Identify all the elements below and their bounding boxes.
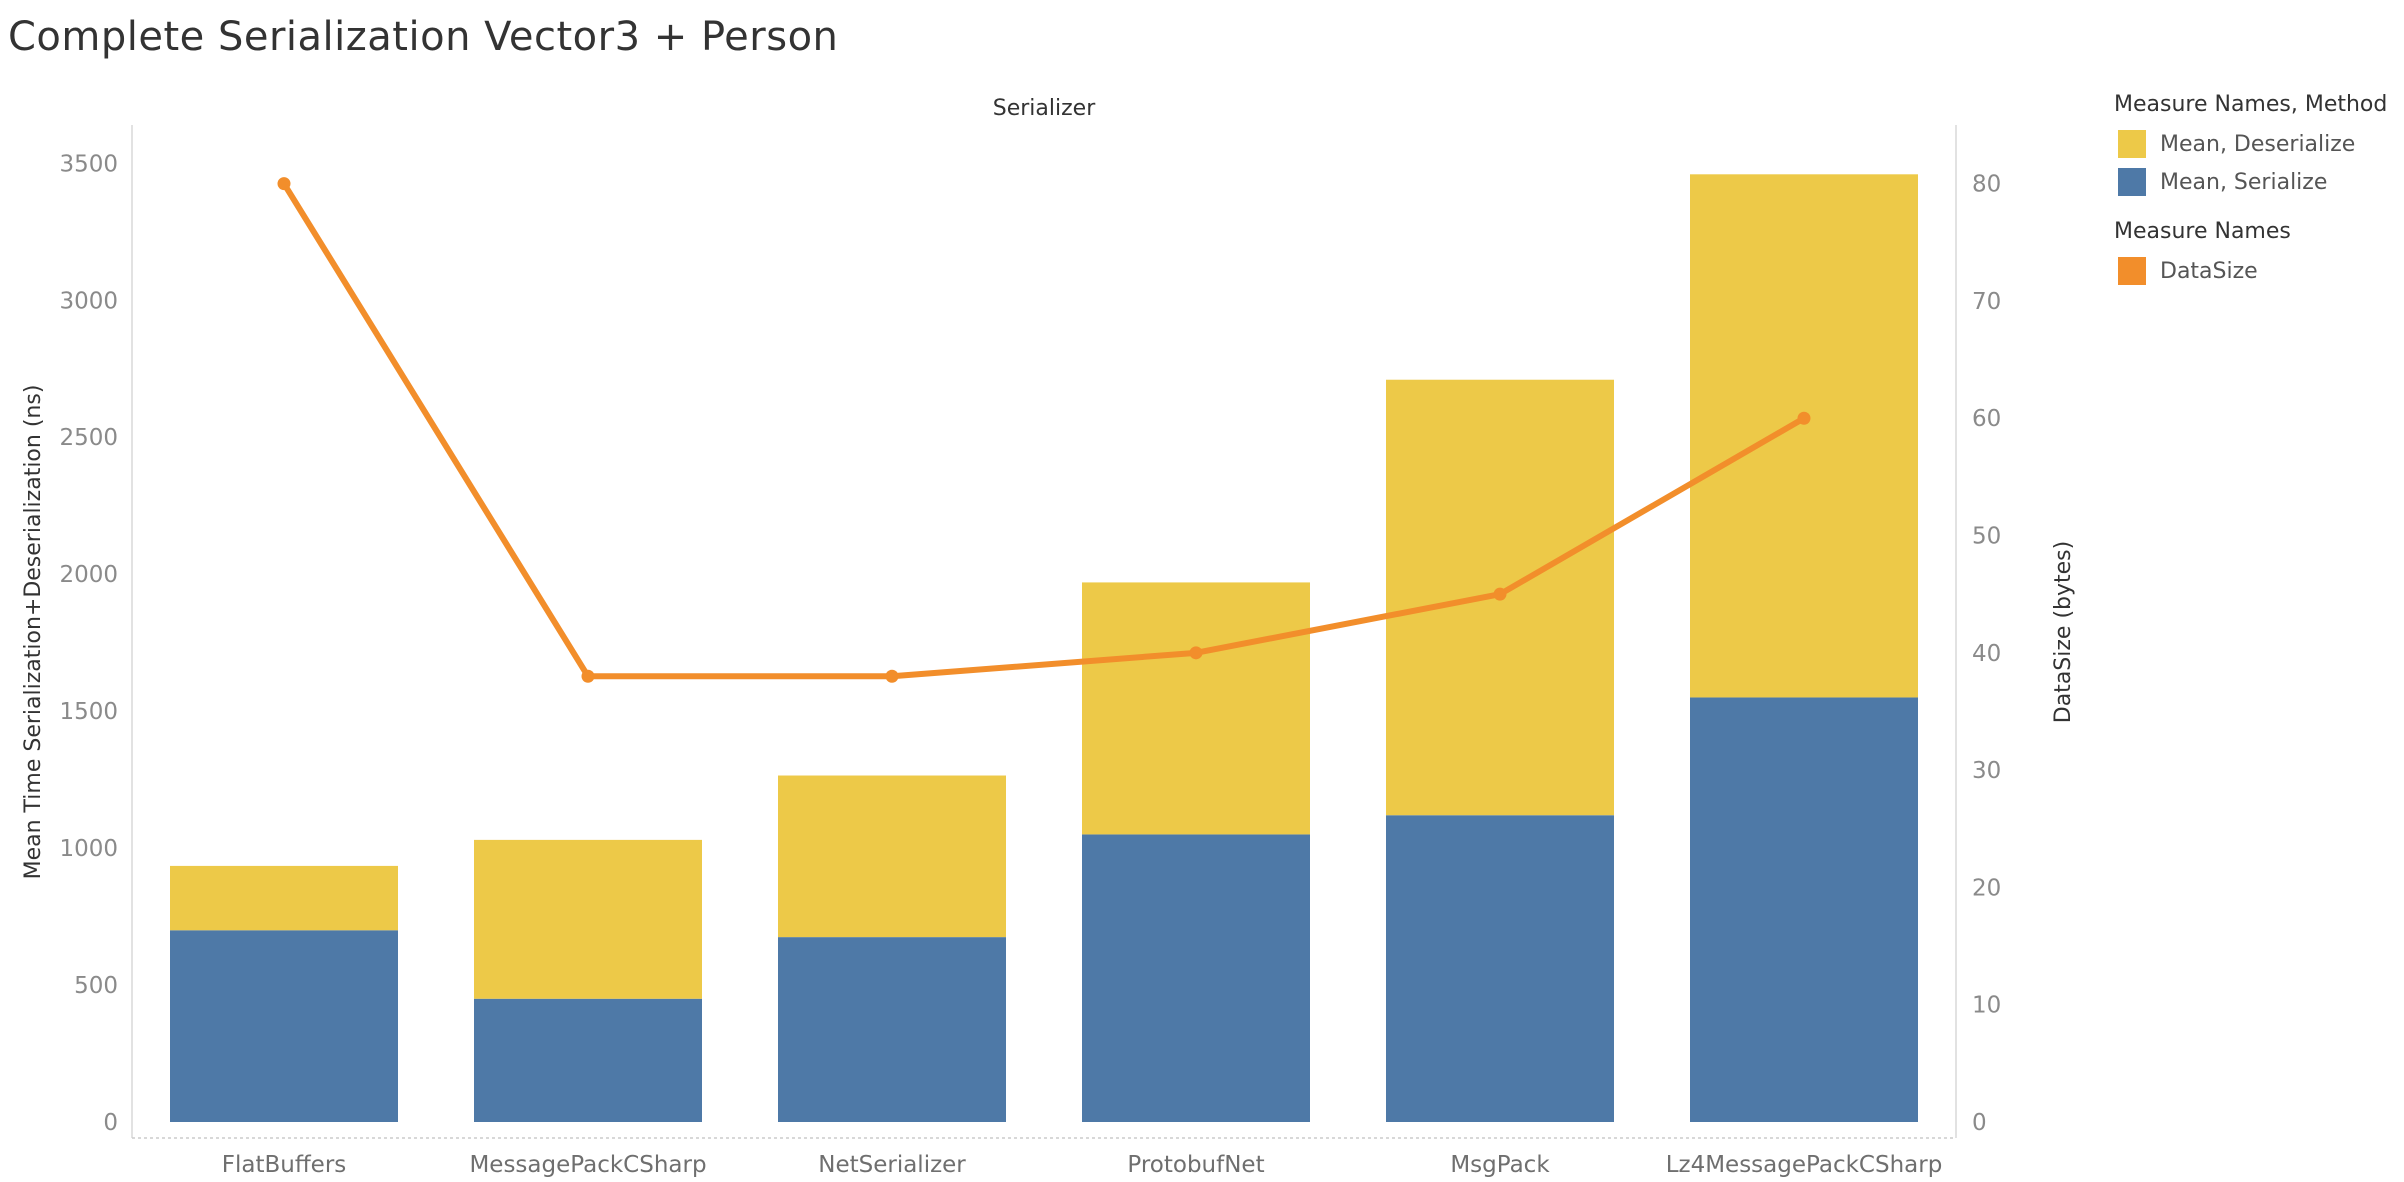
bar-mean-deserialize [1082, 582, 1310, 835]
y-tick-label: 1500 [59, 699, 118, 725]
datasize-point [277, 177, 291, 191]
category-label: FlatBuffers [222, 1152, 347, 1178]
y2-axis-title: DataSize (bytes) [2051, 541, 2076, 723]
bar-mean-deserialize [778, 775, 1006, 938]
legend-item[interactable]: DataSize [2114, 252, 2404, 290]
y2-tick-label: 10 [1972, 993, 2001, 1019]
legend-label: DataSize [2160, 258, 2258, 284]
y-tick-label: 1000 [59, 836, 118, 862]
datasize-point [1493, 587, 1507, 601]
category-labels: FlatBuffers MessagePackCSharp NetSerialize… [222, 1152, 1943, 1178]
y-axis-title: Mean Time Serialization+Deserialization … [21, 385, 46, 880]
legend-group: Measure Names DataSize [2114, 219, 2404, 290]
legend-swatch [2118, 168, 2146, 196]
datasize-point [885, 669, 899, 683]
datasize-line [281, 180, 1807, 680]
legend-label: Mean, Serialize [2160, 169, 2328, 195]
legend-group-title: Measure Names, Method [2114, 92, 2388, 117]
datasize-point [1797, 411, 1811, 425]
legend-group: Measure Names, Method Mean, Deserialize Me… [2114, 92, 2404, 201]
legend-item[interactable]: Mean, Deserialize [2114, 125, 2404, 163]
bar-mean-deserialize [1690, 174, 1918, 698]
legend-swatch [2118, 130, 2146, 158]
bar-mean-serialize [474, 998, 702, 1122]
bar-mean-deserialize [170, 865, 398, 931]
bar-mean-serialize [1082, 834, 1310, 1122]
datasize-point [581, 669, 595, 683]
bar-mean-serialize [778, 937, 1006, 1122]
category-label: MessagePackCSharp [469, 1152, 706, 1178]
legend-item[interactable]: Mean, Serialize [2114, 163, 2404, 201]
y-tick-label: 500 [74, 973, 118, 999]
y2-tick-label: 50 [1972, 524, 2001, 550]
y-tick-label: 0 [103, 1110, 118, 1136]
right-axis-ticks: 0 10 20 30 40 50 60 70 80 [1972, 172, 2001, 1136]
y-tick-label: 3000 [59, 288, 118, 314]
legend-label: Mean, Deserialize [2160, 131, 2356, 157]
datasize-point [1189, 646, 1203, 660]
y2-tick-label: 70 [1972, 289, 2001, 315]
y2-tick-label: 60 [1972, 406, 2001, 432]
category-label: ProtobufNet [1127, 1152, 1264, 1178]
category-label: Lz4MessagePackCSharp [1666, 1152, 1943, 1178]
left-axis-ticks: 0 500 1000 1500 2000 2500 3000 3500 [59, 151, 118, 1136]
legend-swatch [2118, 257, 2146, 285]
y-tick-label: 2000 [59, 562, 118, 588]
chart-title: Complete Serialization Vector3 + Person [8, 14, 839, 60]
y2-tick-label: 40 [1972, 641, 2001, 667]
legend: Measure Names, Method Mean, Deserialize Me… [2114, 92, 2404, 308]
y2-tick-label: 20 [1972, 875, 2001, 901]
panel-title: Serializer [993, 96, 1096, 121]
bar-mean-serialize [1386, 815, 1614, 1122]
y-tick-label: 3500 [59, 151, 118, 177]
y2-tick-label: 80 [1972, 172, 2001, 198]
bars [170, 174, 1918, 1122]
bar-mean-deserialize [474, 839, 702, 999]
bar-mean-serialize [170, 930, 398, 1122]
bar-mean-serialize [1690, 697, 1918, 1122]
y2-tick-label: 0 [1972, 1110, 1987, 1136]
legend-group-title: Measure Names [2114, 219, 2291, 244]
y2-tick-label: 30 [1972, 758, 2001, 784]
datasize-line-series [277, 177, 1811, 683]
category-label: MsgPack [1450, 1152, 1550, 1178]
category-label: NetSerializer [818, 1152, 966, 1178]
y-tick-label: 2500 [59, 425, 118, 451]
